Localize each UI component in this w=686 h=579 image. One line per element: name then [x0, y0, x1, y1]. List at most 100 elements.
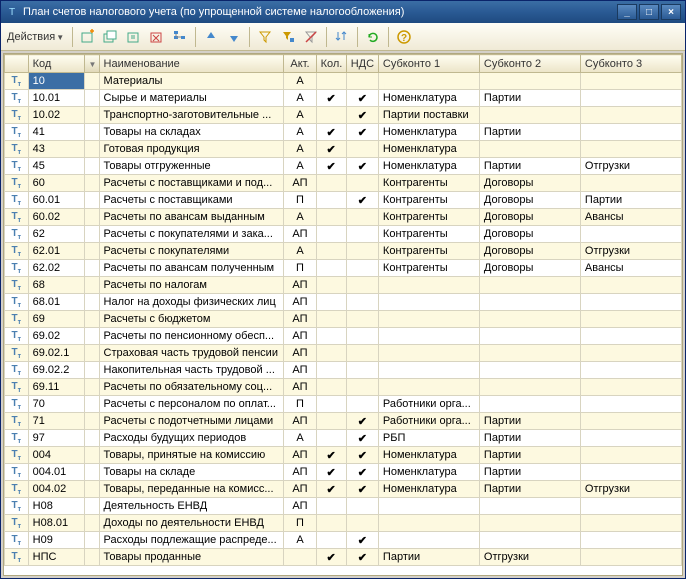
table-row[interactable]: Тт71Расчеты с подотчетными лицамиАП✔Рабо… — [5, 413, 682, 430]
help-icon[interactable]: ? — [393, 26, 415, 48]
table-row[interactable]: Тт62Расчеты с покупателями и зака...АПКо… — [5, 226, 682, 243]
cell-name: Накопительная часть трудовой ... — [99, 362, 284, 379]
row-type-icon: Тт — [5, 481, 29, 498]
cell-nds — [346, 362, 378, 379]
table-row[interactable]: ТтН08Деятельность ЕНВДАП — [5, 498, 682, 515]
delete-icon[interactable] — [146, 26, 168, 48]
table-row[interactable]: Тт004Товары, принятые на комиссиюАП✔✔Ном… — [5, 447, 682, 464]
cell-kol: ✔ — [316, 549, 346, 566]
table-row[interactable]: ТтНПСТовары проданные✔✔ПартииОтгрузки — [5, 549, 682, 566]
cell-code: 70 — [28, 396, 84, 413]
table-row[interactable]: Тт004.02Товары, переданные на комисс...А… — [5, 481, 682, 498]
table-row[interactable]: Тт68Расчеты по налогамАП — [5, 277, 682, 294]
add-icon[interactable] — [77, 26, 99, 48]
close-button[interactable]: × — [661, 4, 681, 20]
col-sub3[interactable]: Субконто 3 — [580, 55, 681, 73]
table-row[interactable]: Тт69.02.1Страховая часть трудовой пенсии… — [5, 345, 682, 362]
table-row[interactable]: Тт69.02Расчеты по пенсионному обесп...АП — [5, 328, 682, 345]
filter-by-icon[interactable] — [277, 26, 299, 48]
col-akt[interactable]: Акт. — [284, 55, 316, 73]
table-row[interactable]: ТтН08.01Доходы по деятельности ЕНВДП — [5, 515, 682, 532]
cell-code: 10.01 — [28, 90, 84, 107]
cell-nds: ✔ — [346, 124, 378, 141]
cell-code: 10.02 — [28, 107, 84, 124]
cell-sub2: Партии — [479, 464, 580, 481]
col-sub2[interactable]: Субконто 2 — [479, 55, 580, 73]
cell-code: 43 — [28, 141, 84, 158]
row-type-icon: Тт — [5, 73, 29, 90]
hierarchy-icon[interactable] — [169, 26, 191, 48]
minimize-button[interactable]: _ — [617, 4, 637, 20]
cell-sort — [84, 396, 99, 413]
filter-icon[interactable] — [254, 26, 276, 48]
table-row[interactable]: Тт62.02Расчеты по авансам полученнымПКон… — [5, 260, 682, 277]
maximize-button[interactable]: □ — [639, 4, 659, 20]
table-row[interactable]: ТтН09Расходы подлежащие распреде...А✔ — [5, 532, 682, 549]
cell-sub2: Партии — [479, 90, 580, 107]
table-row[interactable]: Тт69.02.2Накопительная часть трудовой ..… — [5, 362, 682, 379]
grid-scroll[interactable]: Код ▼ Наименование Акт. Кол. НДС Субконт… — [4, 54, 682, 575]
cell-sub3: Отгрузки — [580, 158, 681, 175]
table-row[interactable]: Тт68.01Налог на доходы физических лицАП — [5, 294, 682, 311]
cell-name: Транспортно-заготовительные ... — [99, 107, 284, 124]
cell-sub1: Номенклатура — [378, 124, 479, 141]
table-row[interactable]: Тт10МатериалыА — [5, 73, 682, 90]
table-row[interactable]: Тт004.01Товары на складеАП✔✔Номенклатура… — [5, 464, 682, 481]
table-row[interactable]: Тт62.01Расчеты с покупателямиАКонтрагент… — [5, 243, 682, 260]
cell-name: Расчеты с поставщиками и под... — [99, 175, 284, 192]
col-name[interactable]: Наименование — [99, 55, 284, 73]
cell-name: Расчеты с поставщиками — [99, 192, 284, 209]
cell-sub1 — [378, 515, 479, 532]
cell-nds — [346, 396, 378, 413]
table-row[interactable]: Тт10.01Сырье и материалыА✔✔НоменклатураП… — [5, 90, 682, 107]
cell-akt: АП — [284, 481, 316, 498]
col-kol[interactable]: Кол. — [316, 55, 346, 73]
table-row[interactable]: Тт10.02Транспортно-заготовительные ...А✔… — [5, 107, 682, 124]
cell-nds — [346, 328, 378, 345]
cell-sub2 — [479, 328, 580, 345]
cell-kol: ✔ — [316, 124, 346, 141]
col-code[interactable]: Код — [28, 55, 84, 73]
cell-sub3 — [580, 277, 681, 294]
cell-name: Расчеты с персоналом по оплат... — [99, 396, 284, 413]
cell-akt: АП — [284, 464, 316, 481]
refresh-icon[interactable] — [362, 26, 384, 48]
edit-icon[interactable] — [123, 26, 145, 48]
table-row[interactable]: Тт60Расчеты с поставщиками и под...АПКон… — [5, 175, 682, 192]
table-row[interactable]: Тт60.02Расчеты по авансам выданнымАКонтр… — [5, 209, 682, 226]
col-sort[interactable]: ▼ — [84, 55, 99, 73]
cell-sub1: Работники орга... — [378, 413, 479, 430]
move-up-icon[interactable] — [200, 26, 222, 48]
table-row[interactable]: Тт97Расходы будущих периодовА✔РБППартии — [5, 430, 682, 447]
table-row[interactable]: Тт41Товары на складахА✔✔НоменклатураПарт… — [5, 124, 682, 141]
table-row[interactable]: Тт45Товары отгруженныеА✔✔НоменклатураПар… — [5, 158, 682, 175]
col-nds[interactable]: НДС — [346, 55, 378, 73]
cell-name: Расчеты по налогам — [99, 277, 284, 294]
table-row[interactable]: Тт70Расчеты с персоналом по оплат...ПРаб… — [5, 396, 682, 413]
cell-sort — [84, 481, 99, 498]
sort-icon[interactable] — [331, 26, 353, 48]
filter-off-icon[interactable] — [300, 26, 322, 48]
cell-sort — [84, 209, 99, 226]
cell-sub1 — [378, 73, 479, 90]
cell-sub2: Договоры — [479, 226, 580, 243]
cell-nds: ✔ — [346, 158, 378, 175]
cell-akt: П — [284, 515, 316, 532]
move-down-icon[interactable] — [223, 26, 245, 48]
cell-code: НПС — [28, 549, 84, 566]
cell-sub3: Отгрузки — [580, 481, 681, 498]
cell-sort — [84, 141, 99, 158]
col-icon[interactable] — [5, 55, 29, 73]
add-copy-icon[interactable] — [100, 26, 122, 48]
table-row[interactable]: Тт60.01Расчеты с поставщикамиП✔Контраген… — [5, 192, 682, 209]
cell-nds — [346, 277, 378, 294]
table-row[interactable]: Тт43Готовая продукцияА✔Номенклатура — [5, 141, 682, 158]
cell-sub3 — [580, 90, 681, 107]
col-sub1[interactable]: Субконто 1 — [378, 55, 479, 73]
cell-name: Товары, переданные на комисс... — [99, 481, 284, 498]
table-row[interactable]: Тт69Расчеты с бюджетомАП — [5, 311, 682, 328]
table-row[interactable]: Тт69.11Расчеты по обязательному соц...АП — [5, 379, 682, 396]
cell-kol — [316, 362, 346, 379]
actions-menu[interactable]: Действия▼ — [5, 31, 68, 43]
cell-akt: АП — [284, 447, 316, 464]
